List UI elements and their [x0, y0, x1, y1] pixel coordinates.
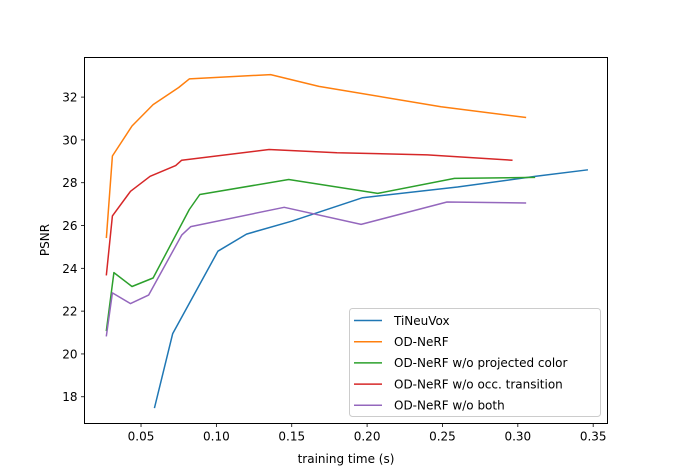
y-axis-label: PSNR [38, 224, 52, 256]
x-tick-label: 0.15 [278, 430, 305, 444]
legend-label-0: TiNeuVox [393, 314, 450, 328]
series-line-0 [153, 169, 589, 409]
x-tick-label: 0.10 [203, 430, 230, 444]
y-tick-label: 32 [62, 91, 77, 105]
series-line-2 [105, 176, 536, 332]
y-tick-label: 30 [62, 133, 77, 147]
legend-label-1: OD-NeRF [394, 335, 449, 349]
y-tick-label: 22 [62, 305, 77, 319]
series-line-1 [105, 73, 527, 239]
y-tick-label: 24 [62, 262, 77, 276]
x-tick-label: 0.20 [354, 430, 381, 444]
y-tick-label: 18 [62, 390, 77, 404]
legend-items: TiNeuVox OD-NeRF OD-NeRF w/o projected col… [354, 314, 568, 413]
y-axis-ticks: 18 20 22 24 26 28 30 32 [62, 91, 85, 404]
series-layer [105, 73, 589, 409]
axes-frame [84, 57, 608, 424]
series-line-3 [105, 148, 513, 276]
legend-label-4: OD-NeRF w/o both [394, 399, 505, 413]
legend-label-2: OD-NeRF w/o projected color [394, 356, 568, 370]
x-tick-label: 0.30 [504, 430, 531, 444]
series-line-4 [105, 201, 527, 337]
y-tick-label: 20 [62, 347, 77, 361]
x-tick-label: 0.25 [429, 430, 456, 444]
x-tick-label: 0.35 [580, 430, 607, 444]
y-tick-label: 28 [62, 176, 77, 190]
legend-frame [349, 308, 601, 417]
y-tick-label: 26 [62, 219, 77, 233]
x-axis-ticks: 0.05 0.10 0.15 0.20 0.25 0.30 0.35 [128, 423, 607, 444]
x-tick-label: 0.05 [128, 430, 155, 444]
legend-label-3: OD-NeRF w/o occ. transition [394, 377, 563, 391]
legend: TiNeuVox OD-NeRF OD-NeRF w/o projected col… [349, 308, 601, 417]
x-axis-label: training time (s) [298, 452, 395, 466]
